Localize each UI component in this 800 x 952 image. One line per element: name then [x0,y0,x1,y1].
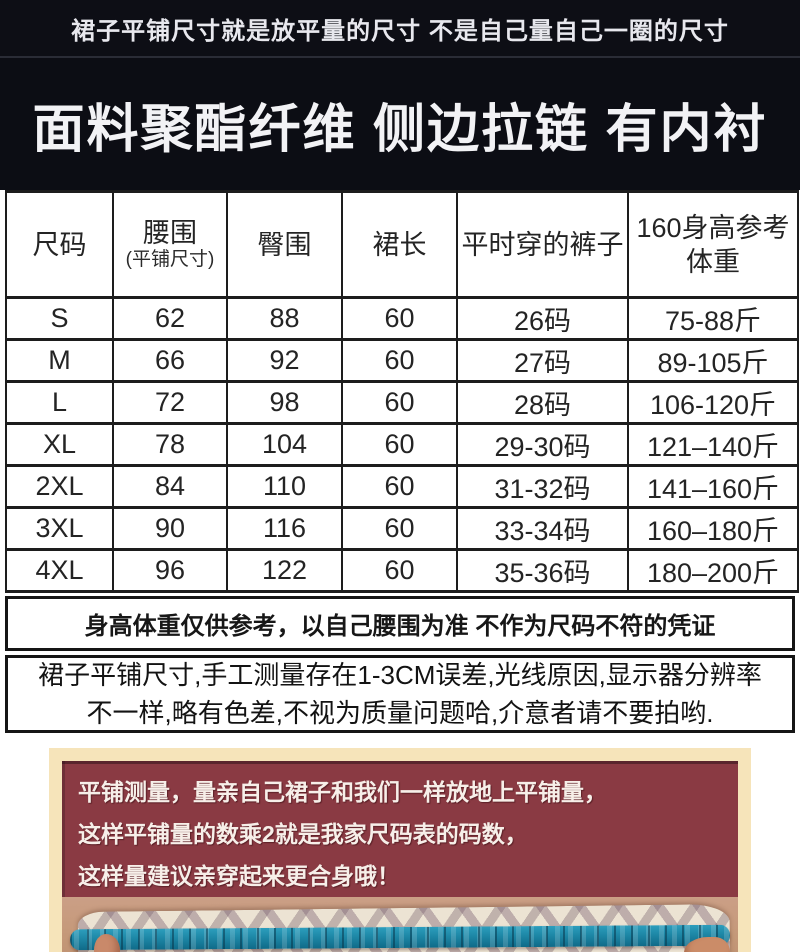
measure-tip-line: 平铺测量，量亲自己裙子和我们一样放地上平铺量， [78,779,607,805]
table-cell: 60 [341,380,458,425]
disclaimer-secondary-text: 裙子平铺尺寸,手工测量存在1-3CM误差,光线原因,显示器分辨率不一样,略有色差… [38,660,762,728]
table-cell: 27码 [456,338,629,383]
table-cell: 60 [341,506,458,551]
table-cell: S [5,296,114,341]
table-cell: XL [5,422,114,467]
table-row: 4XL 96 122 60 35-36码 180–200斤 [5,548,799,593]
table-cell: 88 [226,296,343,341]
table-cell: 180–200斤 [627,548,799,593]
header-waist-sub: (平铺尺寸) [125,248,215,270]
table-cell: 4XL [5,548,114,593]
skirt-measuring-photo [62,897,738,952]
table-cell: L [5,380,114,425]
size-table: 尺码 腰围 (平铺尺寸) 臀围 裙长 平时穿的裤子 160身高参考体重 S 62… [5,190,799,593]
measure-tip-box: 平铺测量，量亲自己裙子和我们一样放地上平铺量， 这样平铺量的数乘2就是我家尺码表… [62,761,738,897]
table-cell: 141–160斤 [627,464,799,509]
disclaimer-primary-text: 身高体重仅供参考，以自己腰围为准 不作为尺码不符的凭证 [84,613,716,640]
measure-tip-card: 平铺测量，量亲自己裙子和我们一样放地上平铺量， 这样平铺量的数乘2就是我家尺码表… [49,748,751,952]
header-waist: 腰围 (平铺尺寸) [112,190,228,299]
table-cell: 116 [226,506,343,551]
main-banner-text: 面料聚酯纤维 侧边拉链 有内衬 [32,100,768,159]
measure-tip-line: 这样量建议亲穿起来更合身哦！ [78,863,400,889]
table-row: M 66 92 60 27码 89-105斤 [5,338,799,383]
table-cell: 104 [226,422,343,467]
table-cell: 160–180斤 [627,506,799,551]
table-cell: 98 [226,380,343,425]
right-finger [684,937,730,952]
table-row: S 62 88 60 26码 75-88斤 [5,296,799,341]
table-cell: 3XL [5,506,114,551]
disclaimer-secondary-box: 裙子平铺尺寸,手工测量存在1-3CM误差,光线原因,显示器分辨率不一样,略有色差… [5,655,795,733]
disclaimer-primary-box: 身高体重仅供参考，以自己腰围为准 不作为尺码不符的凭证 [5,596,795,651]
table-cell: 60 [341,548,458,593]
header-weight-ref: 160身高参考体重 [627,190,799,299]
table-cell: 60 [341,422,458,467]
table-cell: 96 [112,548,228,593]
main-banner: 面料聚酯纤维 侧边拉链 有内衬 [0,58,800,190]
table-cell: 33-34码 [456,506,629,551]
header-length: 裙长 [341,190,458,299]
table-cell: 122 [226,548,343,593]
left-thumb [94,934,120,952]
table-cell: 31-32码 [456,464,629,509]
table-cell: 60 [341,464,458,509]
header-usual-pants: 平时穿的裤子 [456,190,629,299]
table-cell: 121–140斤 [627,422,799,467]
table-cell: 60 [341,296,458,341]
table-cell: 78 [112,422,228,467]
table-cell: 35-36码 [456,548,629,593]
table-cell: 106-120斤 [627,380,799,425]
header-size: 尺码 [5,190,114,299]
table-cell: 72 [112,380,228,425]
table-cell: 110 [226,464,343,509]
table-row: XL 78 104 60 29-30码 121–140斤 [5,422,799,467]
table-header-row: 尺码 腰围 (平铺尺寸) 臀围 裙长 平时穿的裤子 160身高参考体重 [5,190,799,299]
table-cell: 84 [112,464,228,509]
header-hip: 臀围 [226,190,343,299]
table-row: 3XL 90 116 60 33-34码 160–180斤 [5,506,799,551]
table-cell: 26码 [456,296,629,341]
table-cell: M [5,338,114,383]
top-banner-text: 裙子平铺尺寸就是放平量的尺寸 不是自己量自己一圈的尺寸 [71,17,729,45]
measure-tip-line: 这样平铺量的数乘2就是我家尺码表的码数， [78,821,528,847]
table-cell: 29-30码 [456,422,629,467]
table-cell: 66 [112,338,228,383]
table-row: L 72 98 60 28码 106-120斤 [5,380,799,425]
table-cell: 75-88斤 [627,296,799,341]
table-cell: 60 [341,338,458,383]
table-cell: 62 [112,296,228,341]
table-cell: 2XL [5,464,114,509]
table-cell: 28码 [456,380,629,425]
top-banner: 裙子平铺尺寸就是放平量的尺寸 不是自己量自己一圈的尺寸 [0,0,800,58]
table-cell: 89-105斤 [627,338,799,383]
table-cell: 92 [226,338,343,383]
table-row: 2XL 84 110 60 31-32码 141–160斤 [5,464,799,509]
table-cell: 90 [112,506,228,551]
